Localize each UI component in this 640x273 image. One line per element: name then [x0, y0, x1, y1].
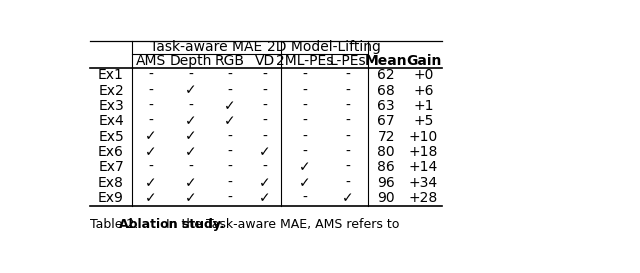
Text: -: -: [262, 99, 267, 113]
Text: 68: 68: [378, 84, 395, 97]
Text: -: -: [188, 68, 193, 82]
Text: Ex9: Ex9: [98, 191, 124, 205]
Text: Table 2.: Table 2.: [90, 218, 142, 231]
Text: +5: +5: [413, 114, 434, 128]
Text: -: -: [346, 84, 350, 97]
Text: -: -: [262, 130, 267, 144]
Text: -: -: [188, 160, 193, 174]
Text: -: -: [302, 191, 307, 205]
Text: -: -: [262, 114, 267, 128]
Text: 67: 67: [378, 114, 395, 128]
Text: +10: +10: [409, 130, 438, 144]
Text: ✓: ✓: [145, 145, 157, 159]
Text: Depth: Depth: [169, 54, 212, 68]
Text: -: -: [228, 191, 232, 205]
Text: In the Task-aware MAE, AMS refers to: In the Task-aware MAE, AMS refers to: [162, 218, 399, 231]
Text: ✓: ✓: [224, 99, 236, 113]
Text: -: -: [262, 160, 267, 174]
Text: 80: 80: [378, 145, 395, 159]
Text: ✓: ✓: [184, 84, 196, 97]
Text: L-PEs: L-PEs: [330, 54, 366, 68]
Text: -: -: [346, 176, 350, 190]
Text: -: -: [148, 68, 153, 82]
Text: 2D Model-Lifting: 2D Model-Lifting: [268, 40, 381, 54]
Text: +18: +18: [409, 145, 438, 159]
Text: -: -: [302, 84, 307, 97]
Text: 62: 62: [378, 68, 395, 82]
Text: -: -: [228, 68, 232, 82]
Text: Ex3: Ex3: [98, 99, 124, 113]
Text: -: -: [188, 99, 193, 113]
Text: AMS: AMS: [136, 54, 166, 68]
Text: -: -: [302, 114, 307, 128]
Text: Ablation study.: Ablation study.: [118, 218, 224, 231]
Text: -: -: [302, 99, 307, 113]
Text: -: -: [262, 84, 267, 97]
Text: -: -: [228, 84, 232, 97]
Text: Ex1: Ex1: [98, 68, 124, 82]
Text: Ex2: Ex2: [98, 84, 124, 97]
Text: +28: +28: [409, 191, 438, 205]
Text: 90: 90: [378, 191, 395, 205]
Text: Gain: Gain: [406, 54, 441, 68]
Text: 2ML-PEs: 2ML-PEs: [276, 54, 333, 68]
Text: ✓: ✓: [224, 114, 236, 128]
Text: Mean: Mean: [365, 54, 408, 68]
Text: ✓: ✓: [184, 145, 196, 159]
Text: -: -: [262, 68, 267, 82]
Text: ✓: ✓: [184, 176, 196, 190]
Text: -: -: [302, 130, 307, 144]
Text: -: -: [148, 160, 153, 174]
Text: ✓: ✓: [184, 191, 196, 205]
Text: ✓: ✓: [299, 160, 310, 174]
Text: -: -: [228, 130, 232, 144]
Text: -: -: [228, 145, 232, 159]
Text: Ex8: Ex8: [98, 176, 124, 190]
Text: 86: 86: [378, 160, 395, 174]
Text: ✓: ✓: [342, 191, 354, 205]
Text: Ex5: Ex5: [98, 130, 124, 144]
Text: VD: VD: [255, 54, 275, 68]
Text: 96: 96: [378, 176, 395, 190]
Text: -: -: [302, 145, 307, 159]
Text: Ex6: Ex6: [98, 145, 124, 159]
Text: ✓: ✓: [145, 130, 157, 144]
Text: Ex7: Ex7: [98, 160, 124, 174]
Text: +34: +34: [409, 176, 438, 190]
Text: Task-aware MAE: Task-aware MAE: [150, 40, 262, 54]
Text: -: -: [346, 68, 350, 82]
Text: +6: +6: [413, 84, 434, 97]
Text: -: -: [346, 114, 350, 128]
Text: ✓: ✓: [259, 191, 271, 205]
Text: -: -: [346, 130, 350, 144]
Text: ✓: ✓: [184, 114, 196, 128]
Text: ✓: ✓: [145, 176, 157, 190]
Text: -: -: [346, 99, 350, 113]
Text: ✓: ✓: [259, 145, 271, 159]
Text: -: -: [148, 84, 153, 97]
Text: ✓: ✓: [299, 176, 310, 190]
Text: Ex4: Ex4: [98, 114, 124, 128]
Text: ✓: ✓: [259, 176, 271, 190]
Text: +1: +1: [413, 99, 434, 113]
Text: -: -: [148, 114, 153, 128]
Text: 72: 72: [378, 130, 395, 144]
Text: ✓: ✓: [184, 130, 196, 144]
Text: -: -: [228, 160, 232, 174]
Text: -: -: [302, 68, 307, 82]
Text: 63: 63: [378, 99, 395, 113]
Text: -: -: [228, 176, 232, 190]
Text: +14: +14: [409, 160, 438, 174]
Text: RGB: RGB: [215, 54, 245, 68]
Text: ✓: ✓: [145, 191, 157, 205]
Text: -: -: [148, 99, 153, 113]
Text: +0: +0: [413, 68, 434, 82]
Text: -: -: [346, 145, 350, 159]
Text: -: -: [346, 160, 350, 174]
